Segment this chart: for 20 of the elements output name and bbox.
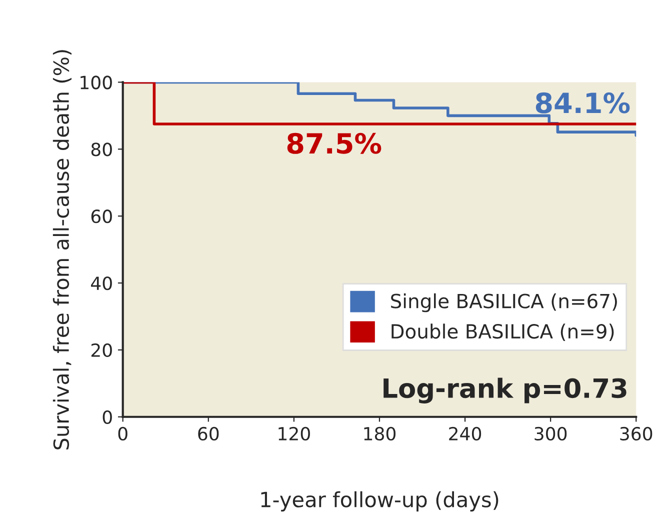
y-tick-label: 80 <box>91 142 112 156</box>
y-tick-label: 20 <box>91 343 112 358</box>
x-tick-label: 180 <box>364 426 396 441</box>
annotation: 87.5% <box>287 132 382 154</box>
x-tick-label: 360 <box>620 426 652 441</box>
x-axis-title: 1-year follow-up (days) <box>261 491 498 512</box>
x-tick-label: 0 <box>118 426 128 441</box>
x-tick-label: 120 <box>278 426 310 441</box>
legend-label: Double BASILICA (n=9) <box>392 324 614 341</box>
y-axis-title: Survival, free from all-cause death (%) <box>52 50 72 450</box>
legend-label: Single BASILICA (n=67) <box>391 293 617 312</box>
y-tick-label: 100 <box>80 76 112 90</box>
x-tick-label: 60 <box>198 426 219 441</box>
y-tick-label: 0 <box>102 410 112 424</box>
x-tick-label: 240 <box>449 426 482 441</box>
annotation: 84.1% <box>536 92 630 114</box>
y-tick-label: 60 <box>91 210 112 224</box>
x-tick-label: 300 <box>534 426 567 441</box>
y-tick-label: 40 <box>91 276 112 290</box>
annotation: Log-rank p=0.73 <box>384 378 626 404</box>
